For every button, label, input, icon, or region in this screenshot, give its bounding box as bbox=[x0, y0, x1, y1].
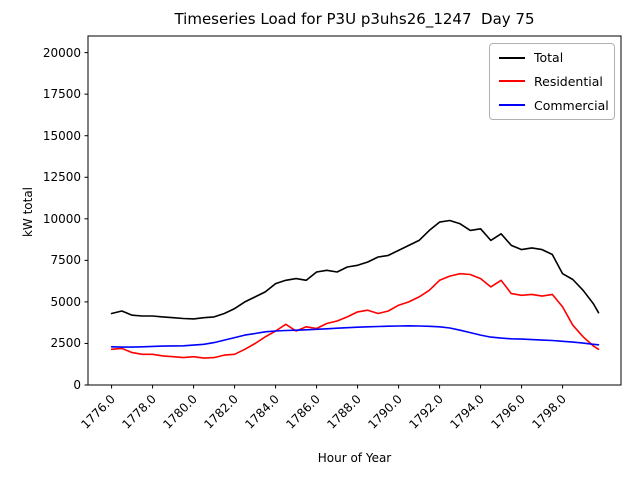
y-tick-label: 17500 bbox=[42, 87, 81, 102]
commercial-line-sample-icon bbox=[499, 104, 525, 107]
total-line bbox=[110, 219, 600, 320]
legend-item-residential: Residential bbox=[490, 74, 614, 89]
y-tick-label: 0 bbox=[73, 378, 81, 392]
residential-line-sample-icon bbox=[499, 80, 525, 83]
y-tick-label: 12500 bbox=[42, 170, 81, 185]
y-tick-label: 20000 bbox=[42, 45, 81, 60]
legend-item-commercial: Commercial bbox=[490, 98, 614, 113]
legend: Total Residential Commercial bbox=[489, 43, 615, 120]
y-tick-label: 7500 bbox=[50, 253, 81, 268]
legend-item-total: Total bbox=[490, 50, 614, 65]
x-axis-label: Hour of Year bbox=[317, 451, 392, 465]
legend-label-residential: Residential bbox=[534, 73, 603, 89]
axes-spines bbox=[87, 35, 622, 386]
y-tick-label: 10000 bbox=[42, 211, 81, 226]
commercial-line bbox=[110, 324, 600, 348]
y-tick-label: 5000 bbox=[50, 294, 81, 309]
total-line-sample-icon bbox=[499, 56, 525, 59]
y-tick-label: 15000 bbox=[42, 128, 81, 143]
chart-title: Timeseries Load for P3U p3uhs26_1247 Day… bbox=[174, 10, 535, 28]
legend-label-total: Total bbox=[534, 50, 564, 66]
residential-line bbox=[110, 272, 600, 359]
y-tick-label: 2500 bbox=[50, 336, 81, 351]
legend-label-commercial: Commercial bbox=[534, 97, 609, 113]
